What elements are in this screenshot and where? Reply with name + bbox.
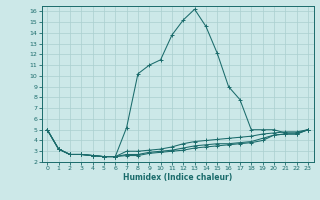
X-axis label: Humidex (Indice chaleur): Humidex (Indice chaleur) — [123, 173, 232, 182]
